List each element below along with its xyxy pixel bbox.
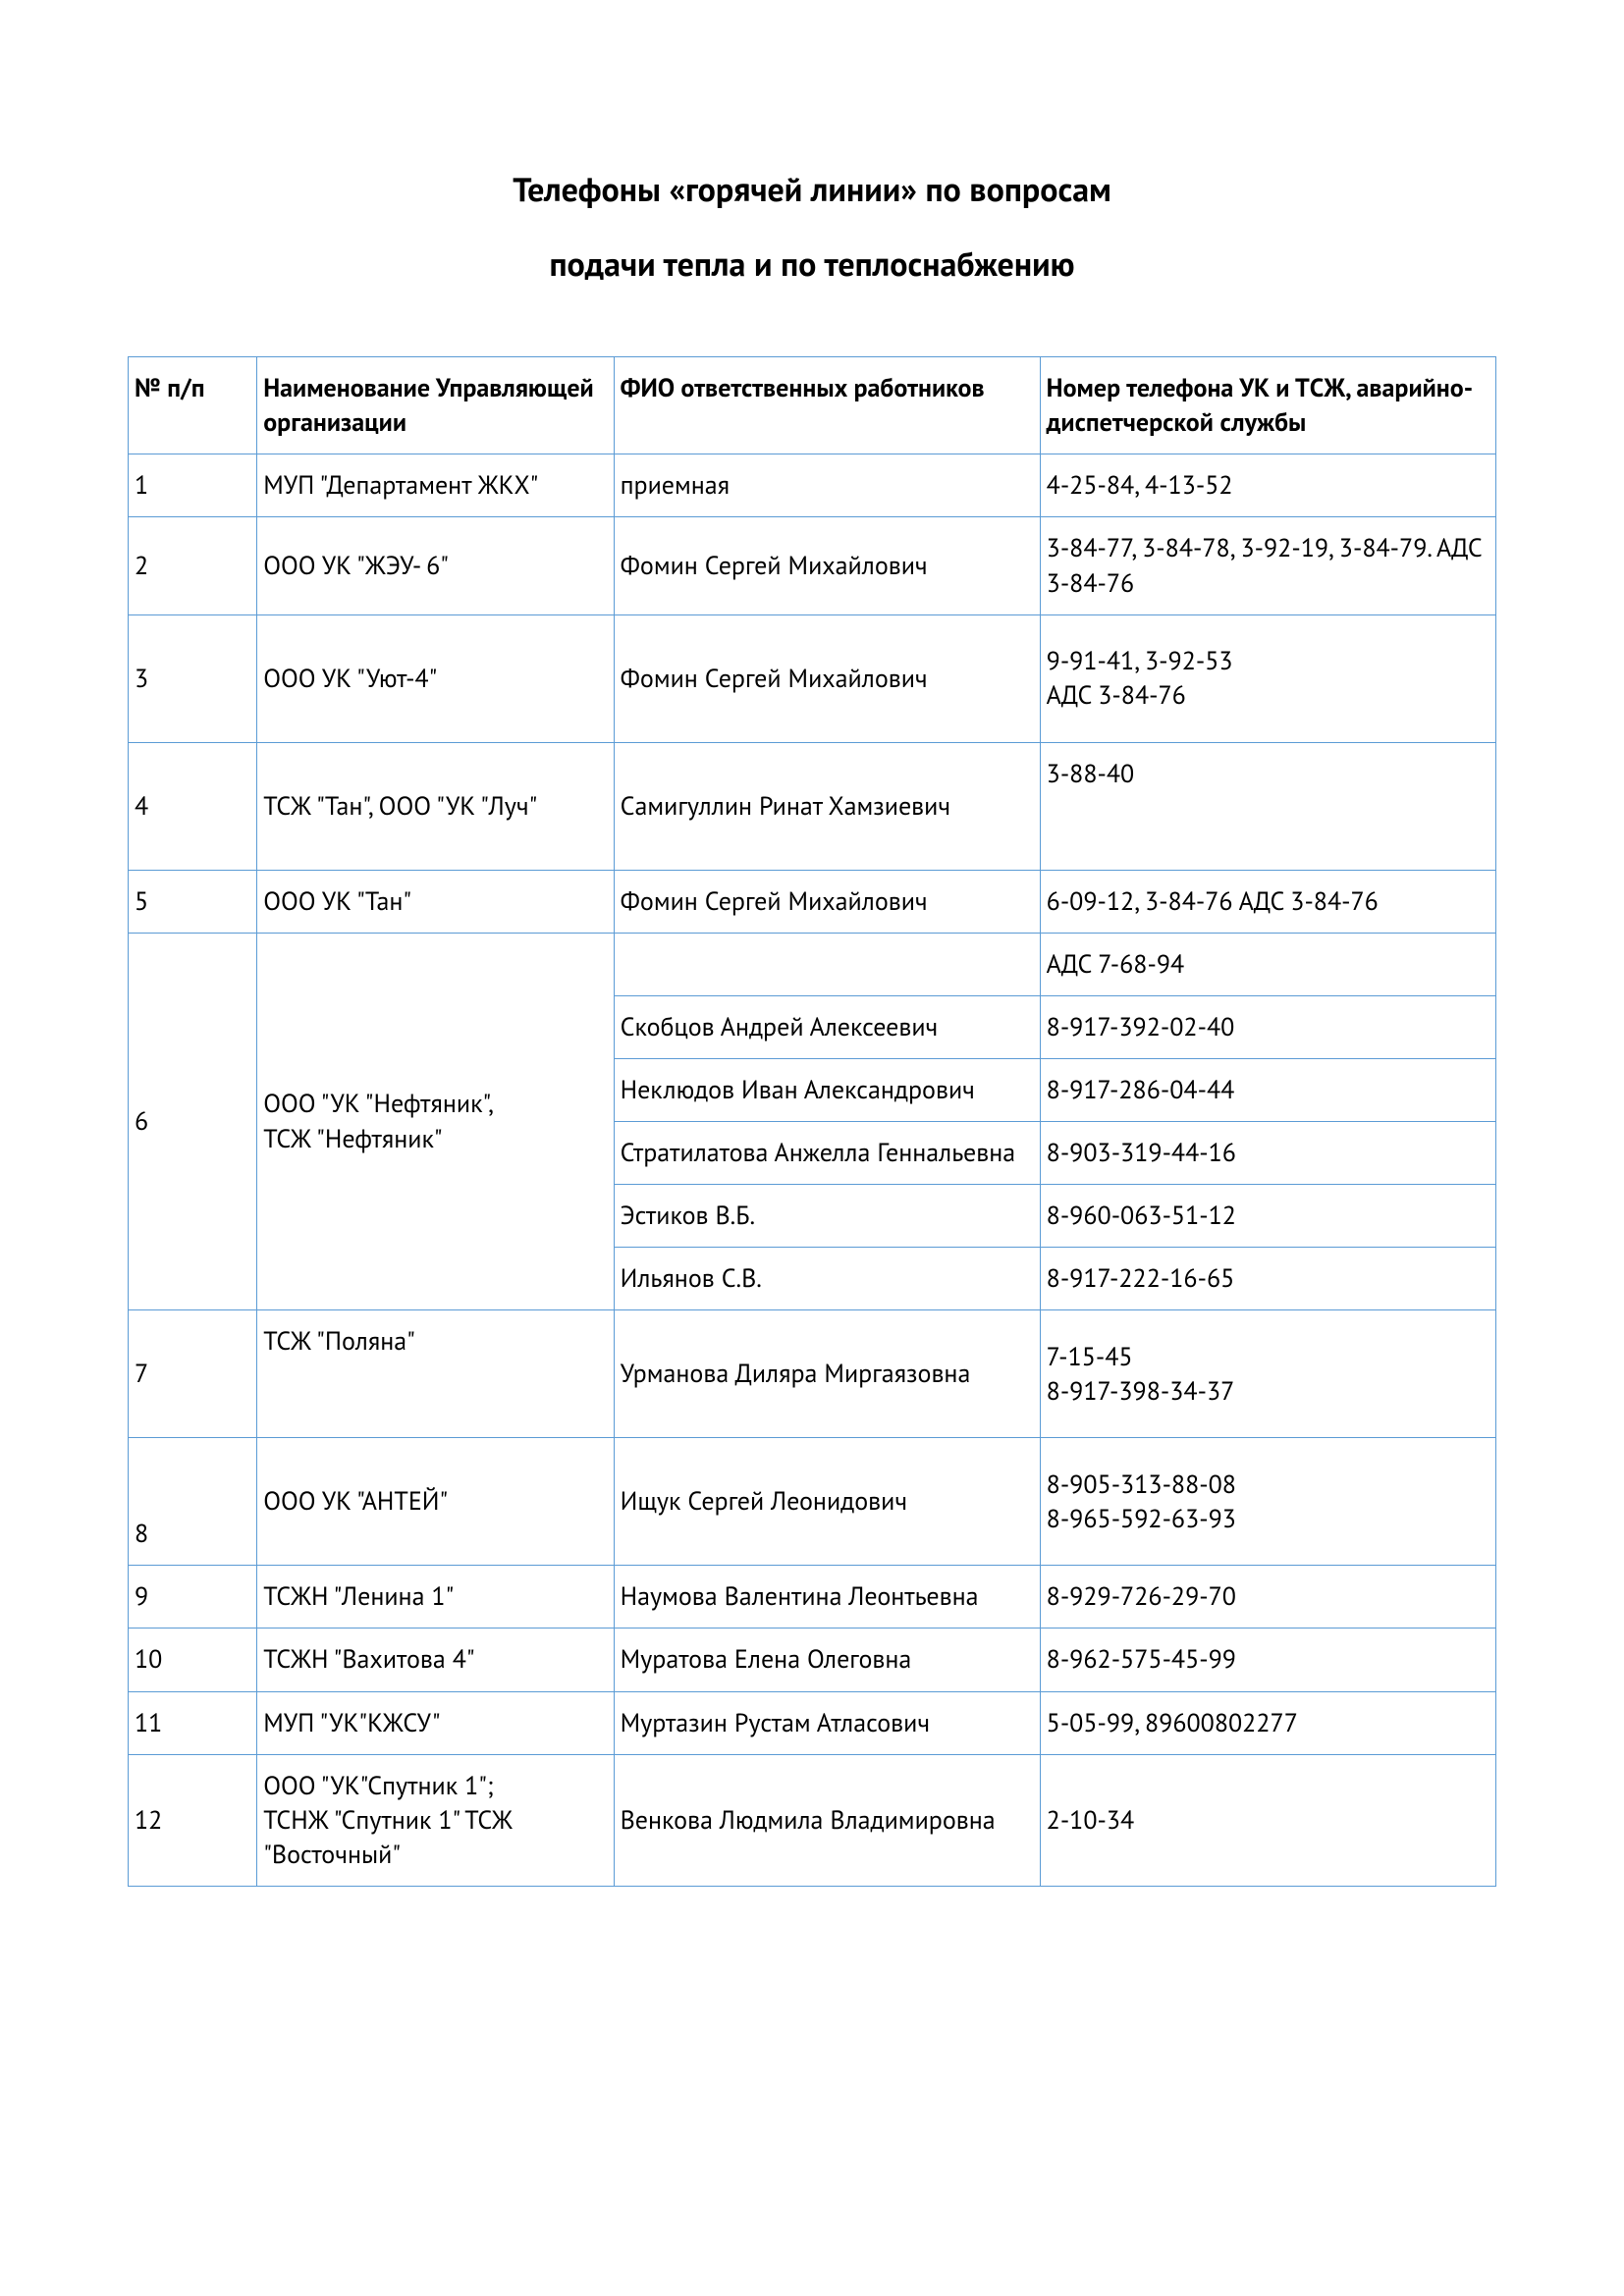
cell-fio: Ищук Сергей Леонидович: [614, 1438, 1040, 1566]
table-header-row: № п/п Наименование Управляющей организац…: [129, 357, 1496, 454]
table-row: 9 ТСЖН "Ленина 1" Наумова Валентина Леон…: [129, 1566, 1496, 1629]
cell-fio: Неклюдов Иван Александрович: [614, 1058, 1040, 1121]
cell-num: 11: [129, 1691, 257, 1754]
cell-num: 12: [129, 1754, 257, 1886]
table-row: 8 ООО УК "АНТЕЙ" Ищук Сергей Леонидович …: [129, 1438, 1496, 1566]
cell-fio: [614, 933, 1040, 995]
title-line-1: Телефоны «горячей линии» по вопросам: [128, 167, 1496, 214]
cell-tel: АДС 7-68-94: [1040, 933, 1495, 995]
col-org: Наименование Управляющей организации: [257, 357, 614, 454]
table-row: 2 ООО УК "ЖЭУ- 6" Фомин Сергей Михайлови…: [129, 517, 1496, 614]
cell-org: ТСЖ "Поляна": [257, 1310, 614, 1438]
cell-num: 9: [129, 1566, 257, 1629]
cell-org: ООО "УК "Нефтяник", ТСЖ "Нефтяник": [257, 933, 614, 1310]
table-row: 3 ООО УК "Уют-4" Фомин Сергей Михайлович…: [129, 614, 1496, 742]
cell-org: ООО УК "Тан": [257, 870, 614, 933]
cell-tel: 2-10-34: [1040, 1754, 1495, 1886]
table-row: 1 МУП "Департамент ЖКХ" приемная 4-25-84…: [129, 454, 1496, 517]
table-row: 6 ООО "УК "Нефтяник", ТСЖ "Нефтяник" АДС…: [129, 933, 1496, 995]
cell-org: ООО УК "ЖЭУ- 6": [257, 517, 614, 614]
cell-num: 8: [129, 1438, 257, 1566]
cell-num: 3: [129, 614, 257, 742]
col-fio: ФИО ответственных работников: [614, 357, 1040, 454]
cell-org: МУП "Департамент ЖКХ": [257, 454, 614, 517]
table-row: 7 ТСЖ "Поляна" Урманова Диляра Миргаязов…: [129, 1310, 1496, 1438]
cell-tel: 8-929-726-29-70: [1040, 1566, 1495, 1629]
cell-fio: Ильянов С.В.: [614, 1248, 1040, 1310]
cell-fio: приемная: [614, 454, 1040, 517]
cell-org: ТСЖ "Тан", ООО "УК "Луч": [257, 742, 614, 870]
cell-fio: Фомин Сергей Михайлович: [614, 517, 1040, 614]
cell-tel: 4-25-84, 4-13-52: [1040, 454, 1495, 517]
cell-fio: Венкова Людмила Владимировна: [614, 1754, 1040, 1886]
cell-tel: 8-905-313-88-08 8-965-592-63-93: [1040, 1438, 1495, 1566]
cell-num: 2: [129, 517, 257, 614]
cell-tel: 8-917-286-04-44: [1040, 1058, 1495, 1121]
cell-org: ООО УК "АНТЕЙ": [257, 1438, 614, 1566]
cell-tel: 8-962-575-45-99: [1040, 1629, 1495, 1691]
cell-tel: 8-903-319-44-16: [1040, 1122, 1495, 1185]
table-row: 11 МУП "УК"КЖСУ" Муртазин Рустам Атласов…: [129, 1691, 1496, 1754]
page: Телефоны «горячей линии» по вопросам под…: [0, 0, 1624, 2296]
col-tel: Номер телефона УК и ТCЖ, аварийно-диспет…: [1040, 357, 1495, 454]
cell-tel: 8-917-392-02-40: [1040, 995, 1495, 1058]
cell-tel: 3-88-40: [1040, 742, 1495, 870]
col-num: № п/п: [129, 357, 257, 454]
cell-fio: Фомин Сергей Михайлович: [614, 614, 1040, 742]
cell-tel: 8-917-222-16-65: [1040, 1248, 1495, 1310]
cell-fio: Урманова Диляра Миргаязовна: [614, 1310, 1040, 1438]
cell-tel: 8-960-063-51-12: [1040, 1185, 1495, 1248]
cell-org: ООО "УК"Спутник 1"; ТСНЖ "Спутник 1" ТСЖ…: [257, 1754, 614, 1886]
cell-num: 5: [129, 870, 257, 933]
cell-tel: 5-05-99, 89600802277: [1040, 1691, 1495, 1754]
table-row: 5 ООО УК "Тан" Фомин Сергей Михайлович 6…: [129, 870, 1496, 933]
table-row: 10 ТСЖН "Вахитова 4" Муратова Елена Олег…: [129, 1629, 1496, 1691]
cell-org: ТСЖН "Вахитова 4": [257, 1629, 614, 1691]
cell-org: ООО УК "Уют-4": [257, 614, 614, 742]
table-row: 12 ООО "УК"Спутник 1"; ТСНЖ "Спутник 1" …: [129, 1754, 1496, 1886]
cell-fio: Муртазин Рустам Атласович: [614, 1691, 1040, 1754]
cell-num: 10: [129, 1629, 257, 1691]
cell-org: ТСЖН "Ленина 1": [257, 1566, 614, 1629]
cell-org: МУП "УК"КЖСУ": [257, 1691, 614, 1754]
cell-tel: 7-15-45 8-917-398-34-37: [1040, 1310, 1495, 1438]
cell-fio: Самигуллин Ринат Хамзиевич: [614, 742, 1040, 870]
hotline-table: № п/п Наименование Управляющей организац…: [128, 356, 1496, 1887]
cell-fio: Эстиков В.Б.: [614, 1185, 1040, 1248]
cell-num: 7: [129, 1310, 257, 1438]
cell-tel: 6-09-12, 3-84-76 АДС 3-84-76: [1040, 870, 1495, 933]
cell-tel: 9-91-41, 3-92-53 АДС 3-84-76: [1040, 614, 1495, 742]
title-line-2: подачи тепла и по теплоснабжению: [128, 241, 1496, 289]
table-row: 4 ТСЖ "Тан", ООО "УК "Луч" Самигуллин Ри…: [129, 742, 1496, 870]
cell-fio: Скобцов Андрей Алексеевич: [614, 995, 1040, 1058]
page-title: Телефоны «горячей линии» по вопросам под…: [128, 167, 1496, 288]
cell-num: 1: [129, 454, 257, 517]
cell-num: 6: [129, 933, 257, 1310]
cell-num: 4: [129, 742, 257, 870]
cell-fio: Муратова Елена Олеговна: [614, 1629, 1040, 1691]
cell-fio: Стратилатова Анжелла Геннальевна: [614, 1122, 1040, 1185]
cell-tel: 3-84-77, 3-84-78, 3-92-19, 3-84-79. АДС …: [1040, 517, 1495, 614]
cell-fio: Фомин Сергей Михайлович: [614, 870, 1040, 933]
cell-fio: Наумова Валентина Леонтьевна: [614, 1566, 1040, 1629]
